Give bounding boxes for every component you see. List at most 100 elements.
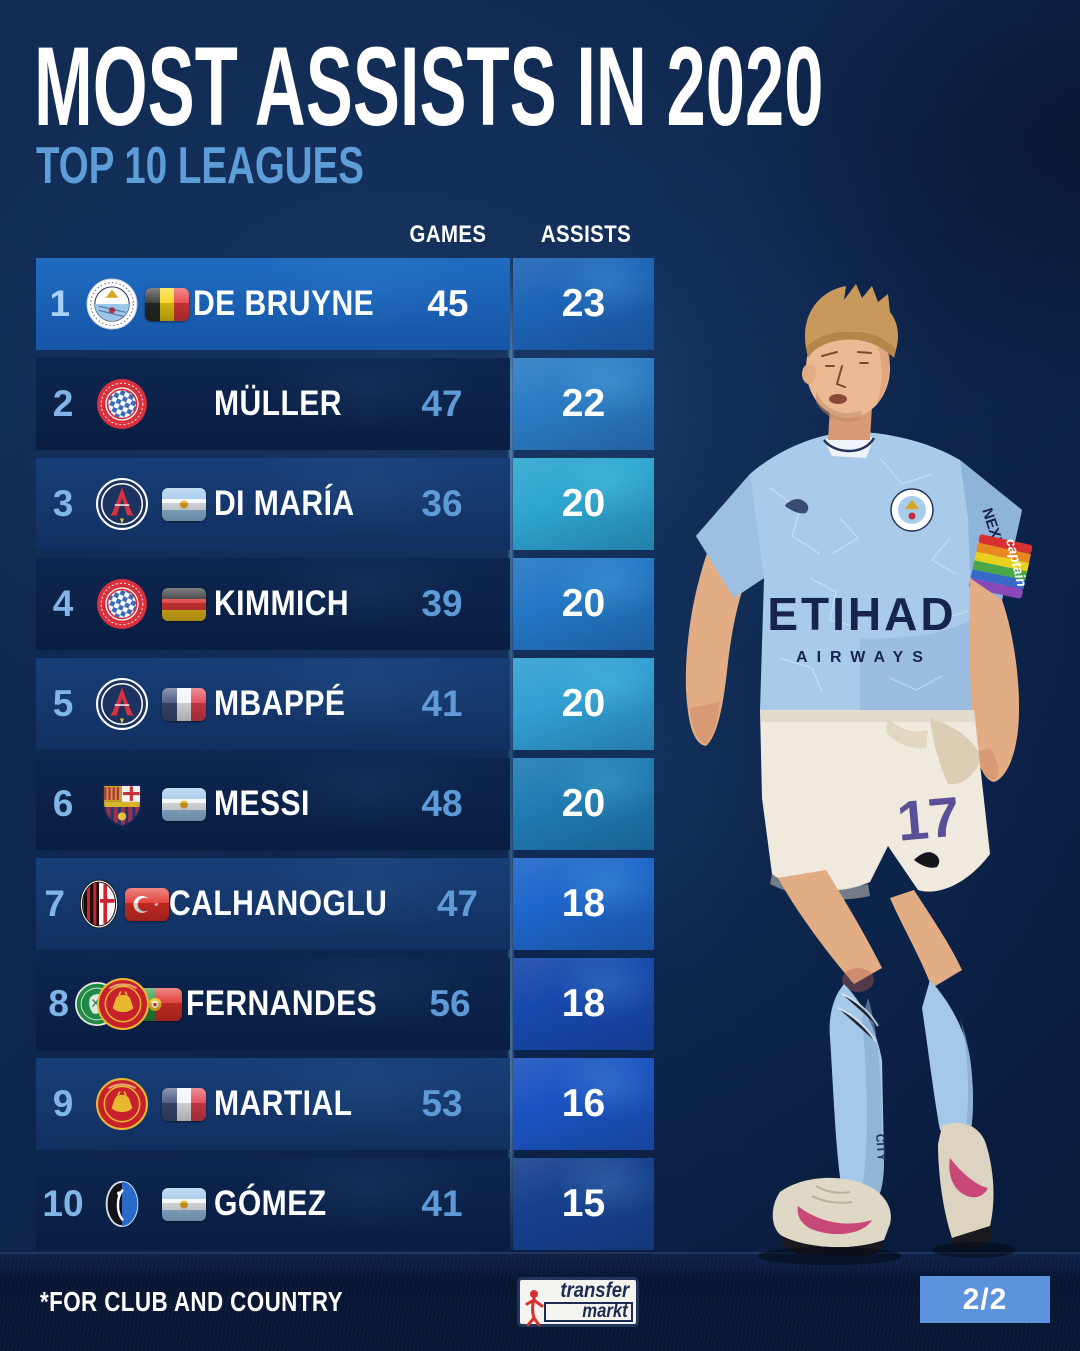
player-head (802, 284, 898, 440)
logo-word-transfer: transfer (560, 1279, 629, 1302)
logo-markt-box: markt (544, 1301, 633, 1322)
back-boot-swoosh-icon (949, 1158, 988, 1198)
assists-value: 20 (513, 658, 654, 750)
nation-flag (140, 287, 193, 321)
games-value: 39 (421, 583, 463, 624)
logo-word-markt: markt (582, 1301, 628, 1322)
row-main: 10 GÓMEZ 41 (36, 1158, 510, 1250)
assists-value: 18 (513, 858, 654, 950)
nation-flag (154, 587, 214, 621)
rank: 2 (52, 383, 74, 424)
player-name: MESSI (214, 784, 310, 823)
page-title: MOST ASSISTS IN 2020 (34, 24, 824, 149)
flag-be-icon (144, 287, 189, 321)
games-value: 53 (421, 1083, 463, 1124)
games-value: 41 (421, 1183, 463, 1224)
shorts-number: 17 (895, 784, 963, 852)
row-main: 1 DE BRUYNE 45 (36, 258, 510, 350)
flag-ar-icon (162, 1187, 206, 1221)
rank: 4 (52, 583, 74, 624)
player-name: GÓMEZ (214, 1184, 327, 1223)
games-value: 47 (436, 883, 479, 924)
back-leg (890, 890, 973, 1136)
player-name: KIMMICH (214, 584, 350, 623)
assists-value: 15 (513, 1158, 654, 1250)
captain-armband (969, 534, 1033, 599)
nation-flag (154, 487, 214, 521)
player-name: MÜLLER (214, 384, 342, 423)
club-badge-barca-icon (96, 778, 148, 830)
table-row: 5 MBAPPÉ 41 20 (36, 658, 654, 750)
club-badge-psg-icon (96, 478, 148, 530)
player-name: FERNANDES (185, 984, 377, 1023)
table-row: 2 MÜLLER 47 22 (36, 358, 654, 450)
games-value: 47 (421, 383, 463, 424)
flag-ar-icon (162, 487, 206, 521)
row-main: 8 FERNANDES 56 (36, 958, 510, 1050)
table-row: 1 DE BRUYNE 45 23 (36, 258, 654, 350)
club-badges (90, 1074, 154, 1134)
table-row: 3 DI MARÍA 36 20 (36, 458, 654, 550)
row-main: 2 MÜLLER 47 (36, 358, 510, 450)
club-badge-milan-icon (73, 878, 125, 930)
club-badges (84, 274, 140, 334)
assists-value: 23 (513, 258, 654, 350)
flag-ar-icon (162, 787, 206, 821)
games-column-header: GAMES (409, 221, 487, 248)
row-main: 3 DI MARÍA 36 (36, 458, 510, 550)
back-boot (932, 1122, 1016, 1258)
club-badge-man-utd-icon (96, 1078, 148, 1130)
rank: 3 (52, 483, 74, 524)
flag-de-icon (162, 587, 206, 621)
nation-flag (154, 787, 214, 821)
rank: 9 (52, 1083, 74, 1124)
assists-column-header: ASSISTS (540, 221, 632, 248)
puma-logo-icon (785, 498, 809, 514)
rank: 1 (49, 283, 71, 324)
club-badges (75, 974, 150, 1034)
nation-flag (154, 687, 214, 721)
hair (805, 284, 898, 350)
chest-club-badge-icon (890, 488, 934, 532)
club-badges (73, 874, 125, 934)
table-row: 8 FERNANDES 56 18 (36, 958, 654, 1050)
logo-player-figure-icon (525, 1290, 544, 1326)
front-boot (758, 1177, 902, 1265)
rank: 10 (42, 1183, 84, 1224)
player-left-arm (969, 578, 1020, 782)
club-badge-man-city-icon (86, 278, 138, 330)
club-badges (90, 374, 154, 434)
player-name: CALHANOGLU (169, 884, 388, 923)
shorts-puma-icon (914, 852, 940, 868)
table-row: 4 KIMMICH 39 20 (36, 558, 654, 650)
club-badge-bayern-icon (96, 578, 148, 630)
player-photo: ETIHAD AIRWAYS NEXEN captain (685, 284, 1033, 1265)
player-name: MBAPPÉ (214, 684, 346, 723)
transfermarkt-logo: transfer markt (517, 1277, 639, 1327)
row-main: 6 MESSI 48 (36, 758, 510, 850)
games-value: 41 (421, 683, 463, 724)
table-row: 10 GÓMEZ 41 15 (36, 1158, 654, 1250)
table-row: 7 CALHANOGLU 47 18 (36, 858, 654, 950)
page-indicator: 2/2 (920, 1276, 1050, 1323)
club-badges (90, 1174, 154, 1234)
assists-value: 18 (513, 958, 654, 1050)
club-badges (90, 674, 154, 734)
club-badge-atalanta-icon (98, 1178, 146, 1230)
assists-value: 22 (513, 358, 654, 450)
table-row: 9 MARTIAL 53 16 (36, 1058, 654, 1150)
assists-value: 20 (513, 758, 654, 850)
club-badge-psg-icon (96, 678, 148, 730)
front-boot-swoosh-icon (797, 1206, 872, 1235)
flag-fr-icon (162, 1087, 206, 1121)
face-features (821, 351, 872, 388)
games-value: 45 (427, 283, 469, 324)
shirt-sponsor: ETIHAD (767, 588, 956, 640)
rank: 6 (52, 783, 74, 824)
shirt-sponsor-2: AIRWAYS (796, 649, 932, 666)
rank: 8 (48, 983, 69, 1024)
front-leg: CITY (778, 870, 889, 1206)
nation-flag (154, 1087, 214, 1121)
row-main: 4 KIMMICH 39 (36, 558, 510, 650)
